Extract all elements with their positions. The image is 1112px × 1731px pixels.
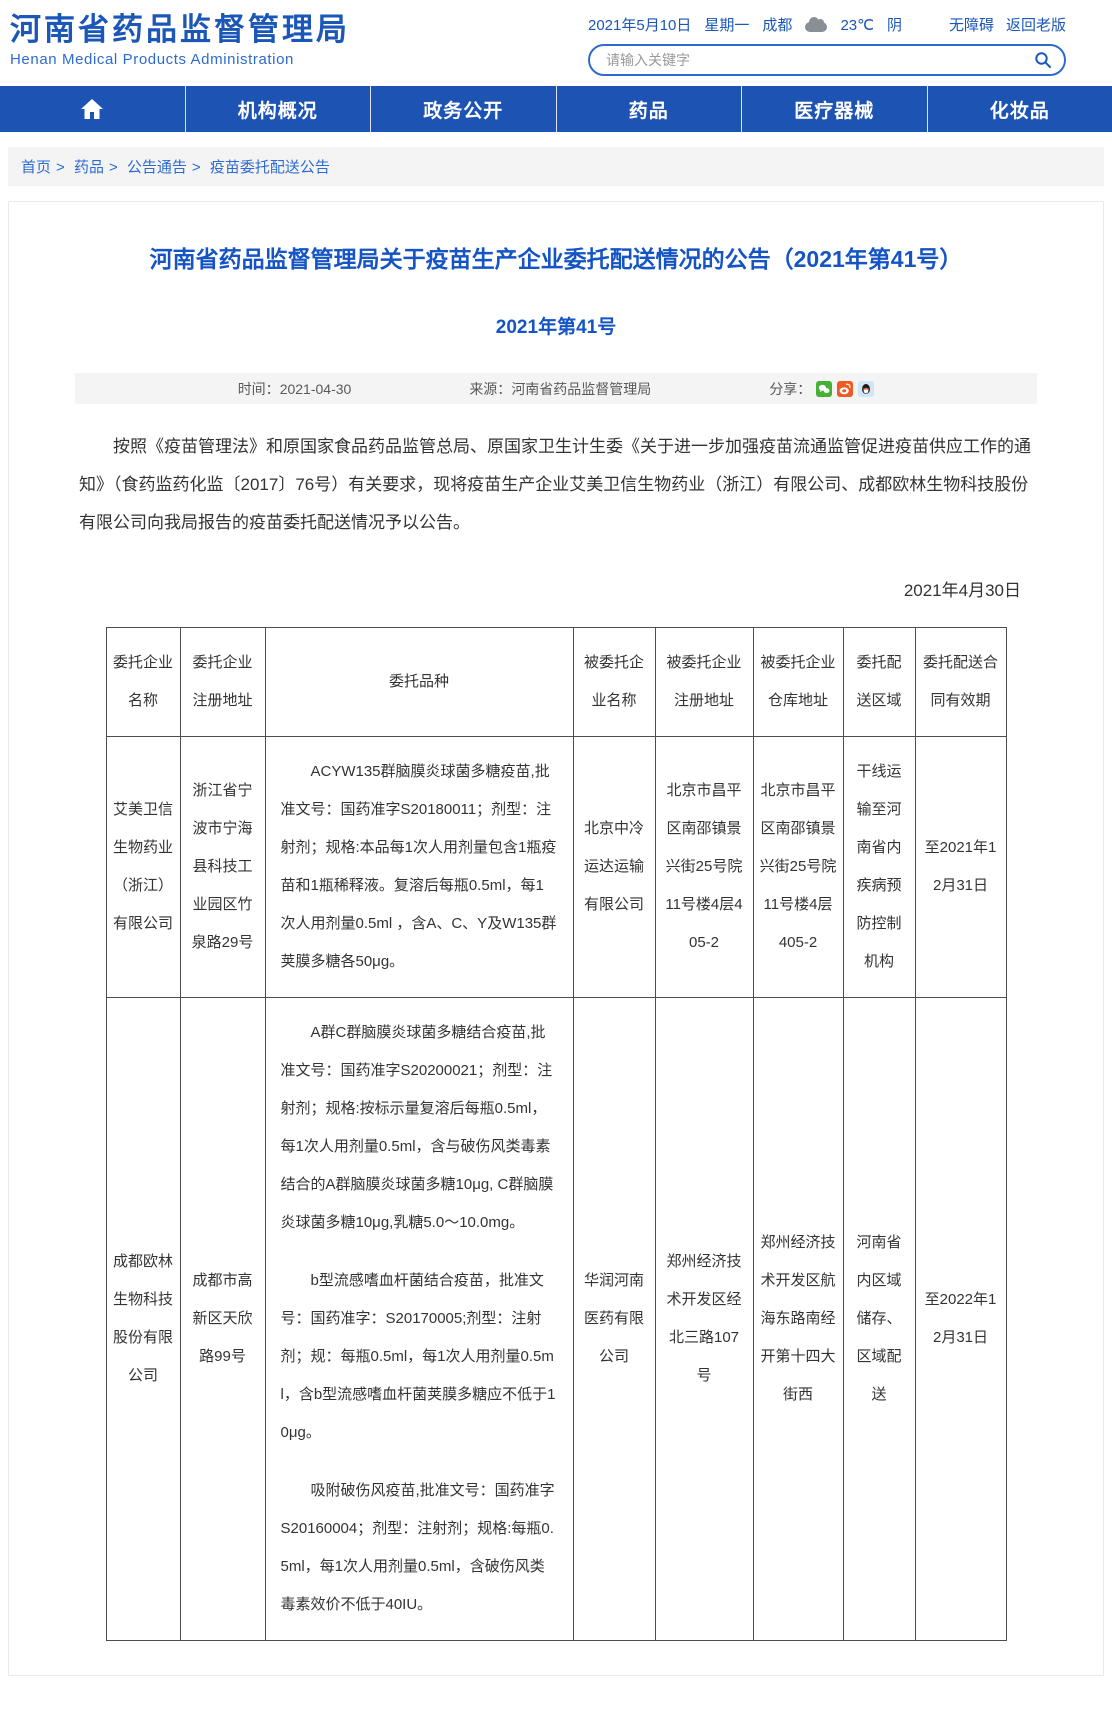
search-icon bbox=[1034, 51, 1052, 69]
share-group: 分享： bbox=[769, 379, 875, 399]
article-container: 河南省药品监督管理局关于疫苗生产企业委托配送情况的公告（2021年第41号） 2… bbox=[8, 201, 1104, 1676]
nav-item-home[interactable] bbox=[0, 86, 185, 132]
breadcrumb: 首页 > 药品 > 公告通告 > 疫苗委托配送公告 bbox=[8, 147, 1104, 186]
site-header: 河南省药品监督管理局 Henan Medical Products Admini… bbox=[0, 0, 1112, 86]
product-item: b型流感嗜血杆菌结合疫苗，批准文号：国药准字：S20170005;剂型：注射剂；… bbox=[280, 1272, 556, 1441]
share-label: 分享： bbox=[769, 380, 812, 397]
weibo-icon[interactable] bbox=[837, 380, 854, 397]
body-paragraph: 按照《疫苗管理法》和原国家食品药品监管总局、原国家卫生计生委《关于进一步加强疫苗… bbox=[79, 437, 1031, 532]
cell-warehouse-address: 郑州经济技术开发区航海东路南经开第十四大街西 bbox=[752, 997, 844, 1641]
cell-client-name: 艾美卫信生物药业（浙江）有限公司 bbox=[105, 736, 181, 998]
current-date: 2021年5月10日 bbox=[588, 17, 692, 34]
cell-products: A群C群脑膜炎球菌多糖结合疫苗,批准文号：国药准字S20200021；剂型：注射… bbox=[264, 997, 574, 1641]
qq-icon[interactable] bbox=[858, 380, 875, 397]
meta-time-value: 2021-04-30 bbox=[279, 380, 352, 397]
nav-item-org-overview[interactable]: 机构概况 bbox=[184, 86, 371, 132]
breadcrumb-separator: > bbox=[108, 159, 118, 176]
search-input[interactable] bbox=[604, 51, 1034, 69]
article-body: 按照《疫苗管理法》和原国家食品药品监管总局、原国家卫生计生委《关于进一步加强疫苗… bbox=[79, 428, 1033, 542]
cell-client-address: 成都市高新区天欣路99号 bbox=[179, 997, 266, 1641]
product-item: A群C群脑膜炎球菌多糖结合疫苗,批准文号：国药准字S20200021；剂型：注射… bbox=[280, 1024, 554, 1231]
cell-entrusted-address: 郑州经济技术开发区经北三路107号 bbox=[654, 997, 754, 1641]
col-header-validity: 委托配送合同有效期 bbox=[914, 627, 1007, 737]
nav-item-gov-affairs[interactable]: 政务公开 bbox=[370, 86, 556, 132]
nav-item-medical-devices[interactable]: 医疗器械 bbox=[741, 86, 927, 132]
meta-time-label: 时间： bbox=[237, 380, 280, 397]
meta-source: 来源：河南省药品监督管理局 bbox=[469, 379, 651, 399]
site-logo[interactable]: 河南省药品监督管理局 Henan Medical Products Admini… bbox=[8, 12, 350, 68]
col-header-entrusted-address: 被委托企业注册地址 bbox=[654, 627, 754, 737]
col-header-warehouse-address: 被委托企业仓库地址 bbox=[752, 627, 844, 737]
home-icon bbox=[81, 99, 104, 119]
site-subtitle: Henan Medical Products Administration bbox=[10, 50, 294, 68]
breadcrumb-separator: > bbox=[191, 159, 201, 176]
cell-region: 河南省内区域储存、区域配送 bbox=[842, 997, 916, 1641]
cloud-icon bbox=[805, 16, 828, 32]
col-header-client-name: 委托企业名称 bbox=[105, 627, 181, 737]
cell-validity: 至2021年12月31日 bbox=[914, 736, 1007, 998]
article-meta-bar: 时间：2021-04-30 来源：河南省药品监督管理局 分享： bbox=[75, 373, 1037, 404]
breadcrumb-notices[interactable]: 公告通告 bbox=[126, 159, 187, 176]
breadcrumb-current-page[interactable]: 疫苗委托配送公告 bbox=[209, 159, 330, 176]
product-item: ACYW135群脑膜炎球菌多糖疫苗,批准文号：国药准字S20180011；剂型：… bbox=[280, 763, 557, 970]
breadcrumb-separator: > bbox=[56, 159, 65, 176]
date-weather-bar: 2021年5月10日 星期一 成都 23℃ 阴 无障碍 返回老版 bbox=[588, 14, 1066, 35]
product-item: 吸附破伤风疫苗,批准文号：国药准字S20160004；剂型：注射剂；规格:每瓶0… bbox=[280, 1482, 555, 1613]
old-version-link[interactable]: 返回老版 bbox=[1005, 17, 1066, 34]
cell-validity: 至2022年12月31日 bbox=[914, 997, 1007, 1641]
search-box[interactable] bbox=[588, 44, 1066, 76]
delivery-table: 委托企业名称 委托企业注册地址 委托品种 被委托企业名称 被委托企业注册地址 被… bbox=[105, 627, 1007, 1641]
col-header-region: 委托配送区域 bbox=[842, 627, 916, 737]
cell-products: ACYW135群脑膜炎球菌多糖疫苗,批准文号：国药准字S20180011；剂型：… bbox=[264, 736, 574, 998]
breadcrumb-drugs[interactable]: 药品 bbox=[73, 159, 104, 176]
meta-source-label: 来源： bbox=[469, 380, 512, 397]
table-row: 成都欧林生物科技股份有限公司 成都市高新区天欣路99号 A群C群脑膜炎球菌多糖结… bbox=[105, 997, 1007, 1641]
accessibility-link[interactable]: 无障碍 bbox=[948, 17, 994, 34]
publish-date: 2021年4月30日 bbox=[903, 581, 1021, 600]
cell-client-address: 浙江省宁波市宁海县科技工业园区竹泉路29号 bbox=[179, 736, 266, 998]
header-right: 2021年5月10日 星期一 成都 23℃ 阴 无障碍 返回老版 bbox=[588, 12, 1066, 76]
cell-region: 干线运输至河南省内疾病预防控制机构 bbox=[842, 736, 916, 998]
weather-condition: 阴 bbox=[886, 17, 902, 34]
nav-item-cosmetics[interactable]: 化妆品 bbox=[926, 86, 1112, 132]
cell-entrusted-name: 北京中冷运达运输有限公司 bbox=[572, 736, 656, 998]
city: 成都 bbox=[762, 17, 793, 34]
site-title: 河南省药品监督管理局 bbox=[10, 12, 350, 47]
weekday: 星期一 bbox=[704, 17, 750, 34]
col-header-entrusted-name: 被委托企业名称 bbox=[572, 627, 656, 737]
table-header-row: 委托企业名称 委托企业注册地址 委托品种 被委托企业名称 被委托企业注册地址 被… bbox=[105, 627, 1007, 737]
page-title: 河南省药品监督管理局关于疫苗生产企业委托配送情况的公告（2021年第41号） bbox=[149, 246, 963, 272]
cell-entrusted-name: 华润河南医药有限公司 bbox=[572, 997, 656, 1641]
main-nav: 机构概况 政务公开 药品 医疗器械 化妆品 bbox=[0, 86, 1112, 132]
search-button[interactable] bbox=[1034, 51, 1052, 69]
meta-time: 时间：2021-04-30 bbox=[238, 379, 352, 399]
table-row: 艾美卫信生物药业（浙江）有限公司 浙江省宁波市宁海县科技工业园区竹泉路29号 A… bbox=[105, 736, 1007, 998]
nav-item-drugs[interactable]: 药品 bbox=[555, 86, 742, 132]
doc-number: 2021年第41号 bbox=[495, 317, 617, 338]
col-header-products: 委托品种 bbox=[264, 627, 574, 737]
cell-entrusted-address: 北京市昌平区南邵镇景兴街25号院11号楼4层405-2 bbox=[654, 736, 754, 998]
wechat-icon[interactable] bbox=[816, 380, 833, 397]
col-header-client-address: 委托企业注册地址 bbox=[179, 627, 266, 737]
cell-warehouse-address: 北京市昌平区南邵镇景兴街25号院11号楼4层405-2 bbox=[752, 736, 844, 998]
cell-client-name: 成都欧林生物科技股份有限公司 bbox=[105, 997, 181, 1641]
breadcrumb-home[interactable]: 首页 bbox=[21, 159, 52, 176]
temperature: 23℃ bbox=[840, 16, 874, 34]
meta-source-value: 河南省药品监督管理局 bbox=[511, 380, 652, 397]
